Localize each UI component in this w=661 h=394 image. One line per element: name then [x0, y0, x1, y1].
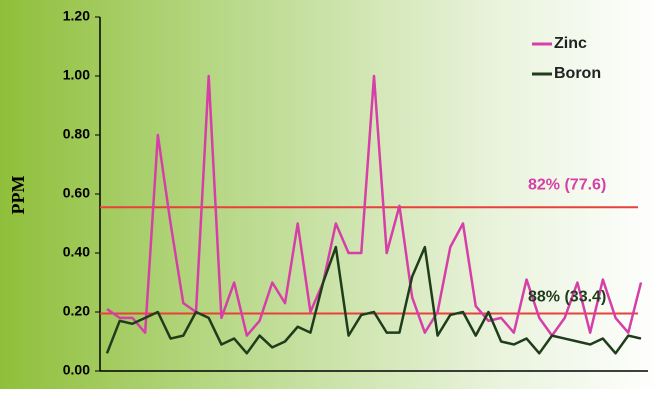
y-axis-label: PPM [8, 176, 28, 215]
y-tick-label: 0.40 [63, 244, 90, 260]
legend-label: Boron [554, 65, 601, 82]
y-tick-label: 0.00 [63, 362, 90, 378]
legend-label: Zinc [554, 35, 587, 52]
y-tick-label: 0.60 [63, 185, 90, 201]
y-tick-label: 0.20 [63, 303, 90, 319]
line-series [105, 245, 642, 355]
reference-label: 88% (33.4) [528, 289, 606, 306]
y-tick-label: 0.80 [63, 126, 90, 142]
y-tick-label: 1.20 [63, 8, 90, 24]
reference-label: 82% (77.6) [528, 176, 606, 193]
y-tick-label: 1.00 [63, 67, 90, 83]
